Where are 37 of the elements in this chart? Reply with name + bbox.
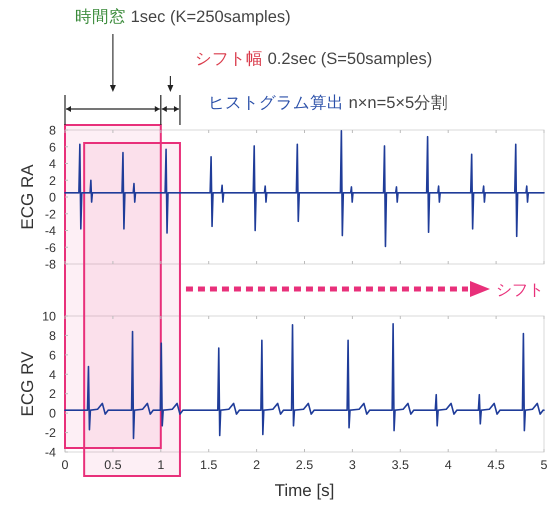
y-axis-title: ECG RV bbox=[18, 350, 37, 416]
text: シフト幅 0.2sec (S=50samples) bbox=[195, 50, 432, 68]
y-tick-label: 2 bbox=[49, 387, 56, 402]
x-tick-label: 2.5 bbox=[296, 458, 314, 472]
x-tick-label: 3 bbox=[348, 458, 356, 472]
y-tick-label: 8 bbox=[49, 328, 56, 343]
x-tick-label: 0.5 bbox=[104, 458, 122, 472]
x-tick-label: 4.5 bbox=[487, 458, 505, 472]
x-tick-label: 3.5 bbox=[392, 458, 410, 472]
line-series bbox=[64, 322, 545, 440]
y-tick-label: -2 bbox=[44, 207, 56, 222]
x-tick-label: 5 bbox=[540, 458, 548, 472]
y-tick-label: 0 bbox=[49, 190, 56, 204]
y-tick-label: -8 bbox=[44, 258, 56, 272]
y-tick-label: 6 bbox=[49, 348, 56, 362]
y-axis-title: ECG RA bbox=[18, 164, 37, 230]
y-tick-label: 0 bbox=[49, 406, 56, 421]
x-tick-label: 2 bbox=[253, 458, 260, 472]
y-tick-label: -4 bbox=[44, 224, 56, 238]
y-tick-label: -6 bbox=[44, 240, 56, 255]
y-tick-label: 4 bbox=[49, 368, 56, 382]
y-tick-label: 8 bbox=[49, 124, 56, 138]
y-tick-label: 4 bbox=[49, 157, 56, 171]
y-tick-label: 6 bbox=[49, 140, 56, 154]
text: ヒストグラム算出 n×n=5×5分割 bbox=[208, 93, 448, 112]
text: シフト bbox=[496, 282, 544, 299]
x-tick-label: 4 bbox=[444, 458, 452, 472]
x-tick-label: 1.5 bbox=[200, 458, 218, 472]
y-tick-label: -2 bbox=[44, 426, 56, 440]
text: 時間窓 1sec (K=250samples) bbox=[75, 7, 291, 26]
y-tick-label: 2 bbox=[49, 174, 56, 188]
x-axis-title: Time [s] bbox=[274, 481, 334, 500]
line-series bbox=[64, 130, 545, 248]
x-tick-label: 0 bbox=[62, 458, 69, 472]
y-tick-label: -4 bbox=[44, 446, 56, 460]
y-tick-label: 10 bbox=[42, 310, 56, 324]
x-tick-label: 1 bbox=[157, 458, 164, 472]
